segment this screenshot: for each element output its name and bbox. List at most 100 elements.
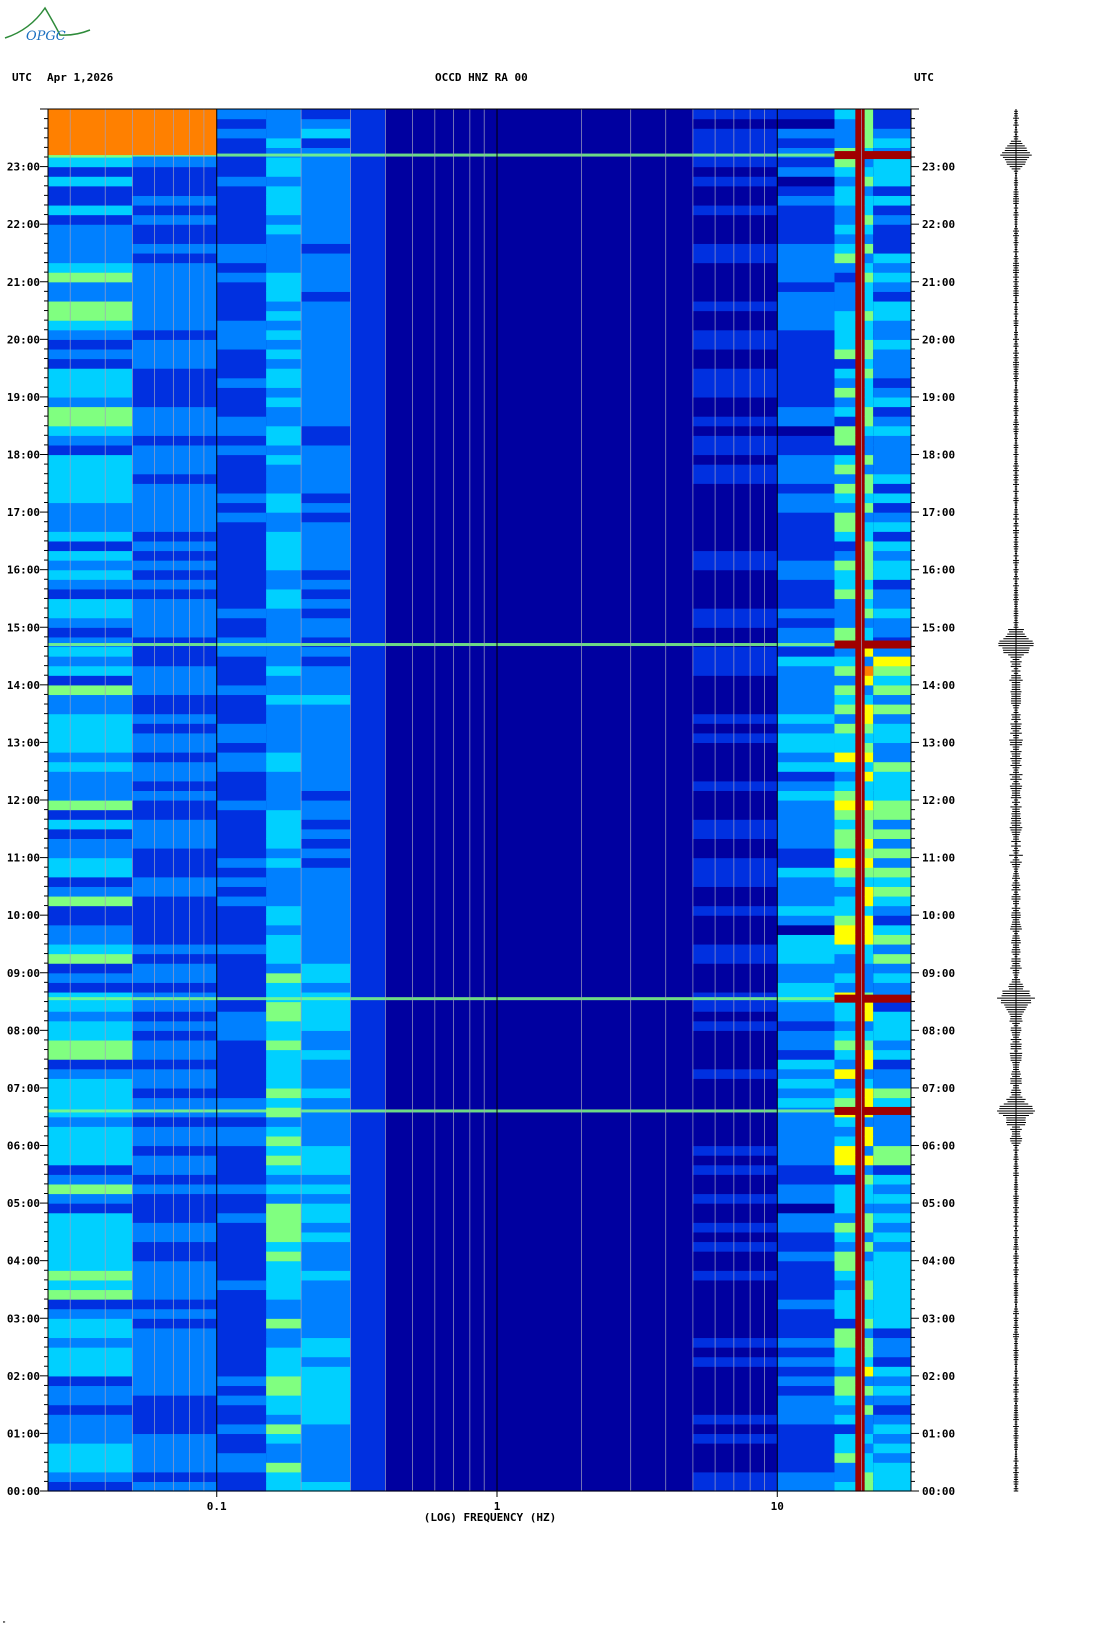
heatmap-cell xyxy=(692,704,778,715)
heatmap-cell xyxy=(864,339,874,350)
heatmap-cell xyxy=(301,118,351,129)
heatmap-cell xyxy=(301,444,351,456)
heatmap-cell xyxy=(692,483,778,494)
y-tick-label-right: 18:00 xyxy=(922,449,955,462)
heatmap-cell xyxy=(692,1020,778,1031)
heatmap-cell xyxy=(864,1251,874,1262)
heatmap-cell xyxy=(266,1366,302,1377)
heatmap-cell xyxy=(350,895,386,907)
heatmap-cell xyxy=(48,1366,133,1377)
heatmap-cell xyxy=(834,646,856,657)
heatmap-cell xyxy=(48,185,133,196)
heatmap-cell xyxy=(301,761,351,772)
heatmap-cell xyxy=(864,934,874,945)
heatmap-cell xyxy=(864,675,874,686)
heatmap-cell xyxy=(266,1395,302,1406)
heatmap-cell xyxy=(301,665,351,676)
heatmap-cell xyxy=(132,492,217,504)
heatmap-cell xyxy=(385,704,693,715)
heatmap-cell xyxy=(350,819,386,830)
heatmap-cell xyxy=(864,1078,874,1089)
heatmap-cell xyxy=(864,828,874,839)
heatmap-cell xyxy=(132,1116,217,1127)
heatmap-cell xyxy=(132,915,217,926)
heatmap-cell xyxy=(48,934,133,945)
heatmap-cell xyxy=(216,924,267,935)
heatmap-cell xyxy=(864,608,874,619)
heatmap-cell xyxy=(873,435,911,446)
heatmap-cell xyxy=(777,1299,835,1310)
y-tick-label-right: 22:00 xyxy=(922,218,955,231)
heatmap-cell xyxy=(873,483,911,494)
heatmap-cell xyxy=(350,1011,386,1022)
heatmap-cell xyxy=(266,800,302,811)
y-tick-label-left: 21:00 xyxy=(7,276,40,289)
heatmap-cell xyxy=(777,1443,835,1454)
heatmap-cell xyxy=(132,512,217,523)
heatmap-cell xyxy=(350,1471,386,1483)
heatmap-cell xyxy=(777,320,835,331)
heatmap-cell xyxy=(834,1212,856,1223)
heatmap-cell xyxy=(266,1164,302,1175)
heatmap-cell xyxy=(855,464,865,475)
heatmap-cell xyxy=(864,1308,874,1319)
heatmap-cell xyxy=(301,847,351,859)
heatmap-cell xyxy=(777,780,835,792)
heatmap-cell xyxy=(216,915,267,926)
event-stripe xyxy=(48,1109,911,1113)
heatmap-cell xyxy=(132,291,217,302)
heatmap-cell xyxy=(266,1116,302,1127)
heatmap-cell xyxy=(777,953,835,964)
heatmap-cell xyxy=(132,800,217,811)
y-tick-label-right: 09:00 xyxy=(922,967,955,980)
heatmap-cell xyxy=(855,857,865,868)
heatmap-cell xyxy=(350,598,386,609)
heatmap-cell xyxy=(350,636,386,648)
heatmap-cell xyxy=(873,1231,911,1243)
heatmap-cell xyxy=(692,512,778,523)
heatmap-cell xyxy=(777,300,835,312)
heatmap-cell xyxy=(350,800,386,811)
heatmap-cell xyxy=(350,1116,386,1127)
y-tick-label-left: 15:00 xyxy=(7,621,40,634)
header-left-utc: UTC xyxy=(12,71,32,84)
y-tick-label-left: 06:00 xyxy=(7,1140,40,1153)
heatmap-cell xyxy=(48,646,133,657)
heatmap-cell xyxy=(132,348,217,360)
heatmap-cell xyxy=(834,473,856,484)
heatmap-cell xyxy=(864,1327,874,1339)
heatmap-cell xyxy=(864,1231,874,1243)
heatmap-cell xyxy=(385,243,693,254)
heatmap-cell xyxy=(864,1289,874,1300)
heatmap-cell xyxy=(855,656,865,667)
heatmap-cell xyxy=(777,109,835,120)
heatmap-cell xyxy=(266,876,302,887)
heatmap-cell xyxy=(350,512,386,523)
heatmap-cell xyxy=(48,1174,133,1185)
heatmap-cell xyxy=(777,1385,835,1396)
heatmap-cell xyxy=(301,819,351,830)
heatmap-cell xyxy=(777,1011,835,1022)
heatmap-cell xyxy=(301,1020,351,1031)
heatmap-cell xyxy=(855,512,865,523)
heatmap-cell xyxy=(864,1299,874,1310)
heatmap-cell xyxy=(777,1087,835,1099)
heatmap-cell xyxy=(873,358,911,369)
heatmap-cell xyxy=(834,310,856,321)
heatmap-cell xyxy=(132,953,217,964)
heatmap-cell xyxy=(385,646,693,657)
heatmap-cell xyxy=(350,1443,386,1454)
heatmap-cell xyxy=(301,1471,351,1483)
heatmap-cell xyxy=(385,214,693,225)
heatmap-cell xyxy=(266,377,302,388)
heatmap-cell xyxy=(855,1126,865,1137)
heatmap-cell xyxy=(132,233,217,244)
heatmap-cell xyxy=(216,1385,267,1396)
heatmap-cell xyxy=(301,876,351,887)
heatmap-cell xyxy=(301,1222,351,1233)
heatmap-cell xyxy=(48,924,133,935)
heatmap-cell xyxy=(777,1203,835,1214)
heatmap-cell xyxy=(855,895,865,907)
heatmap-cell xyxy=(48,1347,133,1358)
